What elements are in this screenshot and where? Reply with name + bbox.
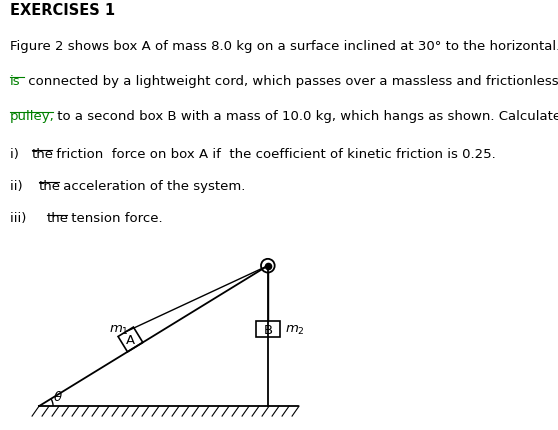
Text: pulley,: pulley, [10,110,55,123]
Polygon shape [118,327,143,352]
Text: acceleration of the system.: acceleration of the system. [59,180,246,193]
Text: tension force.: tension force. [67,212,162,225]
Text: $m_2$: $m_2$ [285,323,305,336]
Text: the: the [32,148,54,161]
Text: the: the [47,212,69,225]
Text: is: is [10,75,21,88]
Text: to a second box B with a mass of 10.0 kg, which hangs as shown. Calculate: to a second box B with a mass of 10.0 kg… [53,110,558,123]
Text: i): i) [10,148,23,161]
Text: Figure 2 shows box A of mass 8.0 kg on a surface inclined at 30° to the horizont: Figure 2 shows box A of mass 8.0 kg on a… [10,40,558,53]
Text: connected by a lightweight cord, which passes over a massless and frictionless: connected by a lightweight cord, which p… [24,75,558,88]
Text: A: A [126,333,135,346]
Text: the: the [39,180,61,193]
Text: B: B [263,323,272,336]
Text: EXERCISES 1: EXERCISES 1 [10,3,115,18]
Text: ii): ii) [10,180,27,193]
Text: $m_1$: $m_1$ [109,323,129,336]
Text: iii): iii) [10,212,35,225]
Bar [256,322,280,337]
Text: friction  force on box A if  the coefficient of kinetic friction is 0.25.: friction force on box A if the coefficie… [52,148,496,161]
Text: $\theta$: $\theta$ [53,389,63,403]
